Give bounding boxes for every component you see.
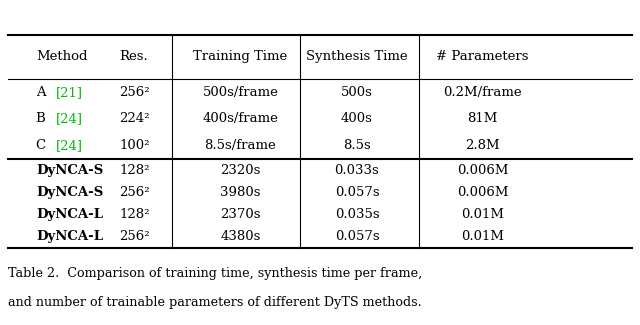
Text: C: C — [36, 139, 51, 152]
Text: 0.033s: 0.033s — [335, 164, 380, 177]
Text: 0.006M: 0.006M — [457, 164, 508, 177]
Text: [24]: [24] — [56, 112, 83, 125]
Text: 256²: 256² — [119, 86, 150, 99]
Text: 8.5s/frame: 8.5s/frame — [204, 139, 276, 152]
Text: # Parameters: # Parameters — [436, 50, 529, 63]
Text: Res.: Res. — [119, 50, 148, 63]
Text: 500s: 500s — [341, 86, 373, 99]
Text: DyNCA-L: DyNCA-L — [36, 230, 104, 243]
Text: [24]: [24] — [56, 139, 83, 152]
Text: 0.2M/frame: 0.2M/frame — [443, 86, 522, 99]
Text: 400s: 400s — [341, 112, 373, 125]
Text: 2370s: 2370s — [220, 208, 260, 221]
Text: 0.035s: 0.035s — [335, 208, 380, 221]
Text: 0.01M: 0.01M — [461, 208, 504, 221]
Text: 81M: 81M — [467, 112, 498, 125]
Text: 100²: 100² — [119, 139, 150, 152]
Text: and number of trainable parameters of different DyTS methods.: and number of trainable parameters of di… — [8, 296, 422, 309]
Text: 128²: 128² — [119, 208, 150, 221]
Text: 4380s: 4380s — [220, 230, 260, 243]
Text: DyNCA-S: DyNCA-S — [36, 164, 104, 177]
Text: 400s/frame: 400s/frame — [202, 112, 278, 125]
Text: 8.5s: 8.5s — [343, 139, 371, 152]
Text: 0.057s: 0.057s — [335, 186, 380, 199]
Text: A: A — [36, 86, 51, 99]
Text: [21]: [21] — [56, 86, 83, 99]
Text: 2320s: 2320s — [220, 164, 260, 177]
Text: Method: Method — [36, 50, 88, 63]
Text: 256²: 256² — [119, 186, 150, 199]
Text: Training Time: Training Time — [193, 50, 287, 63]
Text: 0.006M: 0.006M — [457, 186, 508, 199]
Text: 128²: 128² — [119, 164, 150, 177]
Text: Synthesis Time: Synthesis Time — [306, 50, 408, 63]
Text: 0.01M: 0.01M — [461, 230, 504, 243]
Text: B: B — [36, 112, 51, 125]
Text: DyNCA-L: DyNCA-L — [36, 208, 104, 221]
Text: 256²: 256² — [119, 230, 150, 243]
Text: 2.8M: 2.8M — [465, 139, 500, 152]
Text: 500s/frame: 500s/frame — [202, 86, 278, 99]
Text: DyNCA-S: DyNCA-S — [36, 186, 104, 199]
Text: 3980s: 3980s — [220, 186, 260, 199]
Text: Table 2.  Comparison of training time, synthesis time per frame,: Table 2. Comparison of training time, sy… — [8, 267, 422, 280]
Text: 0.057s: 0.057s — [335, 230, 380, 243]
Text: 224²: 224² — [119, 112, 150, 125]
